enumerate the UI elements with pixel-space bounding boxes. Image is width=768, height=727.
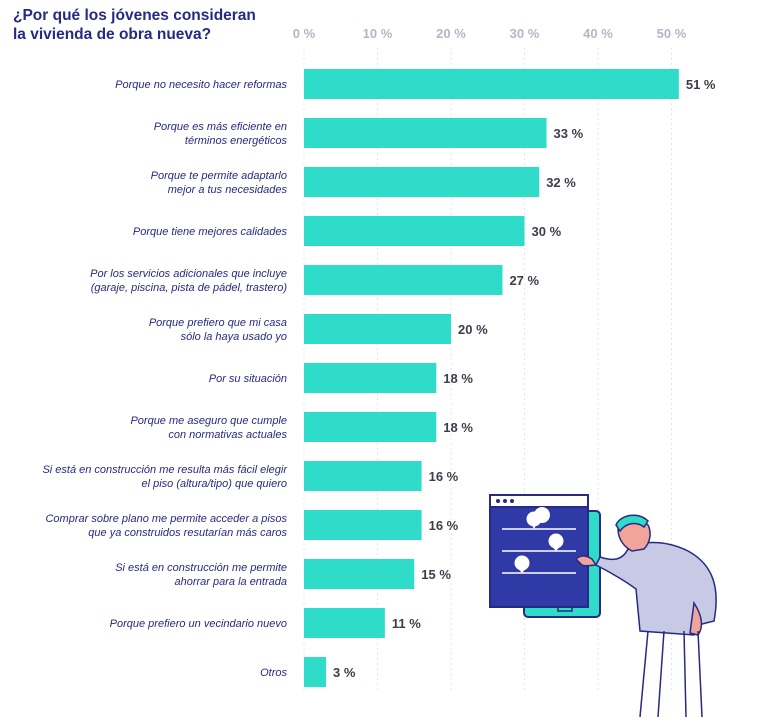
- category-label: Por los servicios adicionales que incluy…: [90, 268, 287, 280]
- category-label: Comprar sobre plano me permite acceder a…: [45, 513, 287, 525]
- chart-title-line-1: ¿Por qué los jóvenes consideran: [13, 7, 256, 24]
- category-label: Porque tiene mejores calidades: [133, 226, 288, 238]
- bar: [304, 314, 451, 344]
- value-label: 51 %: [686, 77, 716, 92]
- category-label: sólo la haya usado yo: [181, 331, 287, 343]
- value-label: 18 %: [443, 420, 473, 435]
- category-label: Porque prefiero un vecindario nuevo: [110, 618, 287, 630]
- bar: [304, 69, 679, 99]
- category-label: Porque te permite adaptarlo: [151, 170, 287, 182]
- value-label: 33 %: [554, 126, 584, 141]
- chart-title-line-2: la vivienda de obra nueva?: [13, 26, 212, 43]
- bar: [304, 118, 547, 148]
- x-tick-label: 20 %: [436, 26, 466, 41]
- bar: [304, 216, 525, 246]
- category-label: términos energéticos: [185, 135, 288, 147]
- value-label: 20 %: [458, 322, 488, 337]
- x-tick-label: 10 %: [363, 26, 393, 41]
- category-label: Otros: [260, 667, 287, 679]
- value-label: 16 %: [429, 469, 459, 484]
- x-tick-label: 0 %: [293, 26, 316, 41]
- category-label: Por su situación: [209, 373, 287, 385]
- value-label: 30 %: [532, 224, 562, 239]
- bar: [304, 608, 385, 638]
- x-tick-label: 50 %: [657, 26, 687, 41]
- bar: [304, 461, 422, 491]
- value-label: 15 %: [421, 567, 451, 582]
- x-tick-label: 40 %: [583, 26, 613, 41]
- category-label: mejor a tus necesidades: [168, 184, 288, 196]
- category-label: Porque me aseguro que cumple: [130, 415, 287, 427]
- category-label: Porque no necesito hacer reformas: [115, 79, 287, 91]
- value-label: 11 %: [392, 616, 421, 631]
- value-label: 3 %: [333, 665, 356, 680]
- category-label: que ya construidos resutarían más caros: [88, 527, 287, 539]
- bar: [304, 510, 422, 540]
- value-label: 18 %: [443, 371, 473, 386]
- category-label: con normativas actuales: [168, 429, 287, 441]
- category-label: Si está en construcción me resulta más f…: [42, 464, 288, 476]
- category-label: Porque prefiero que mi casa: [149, 317, 287, 329]
- x-tick-label: 30 %: [510, 26, 540, 41]
- bar: [304, 265, 503, 295]
- value-label: 27 %: [509, 273, 539, 288]
- category-label: Si está en construcción me permite: [115, 562, 287, 574]
- category-label: (garaje, piscina, pista de pádel, traste…: [91, 282, 288, 294]
- bar: [304, 657, 327, 687]
- category-label: Porque es más eficiente en: [154, 121, 287, 133]
- category-label: el piso (altura/tipo) que quiero: [141, 478, 287, 490]
- person-illustration: [489, 494, 717, 718]
- value-label: 16 %: [429, 518, 459, 533]
- chart-title: ¿Por qué los jóvenes consideran la vivie…: [13, 6, 273, 44]
- bar: [304, 363, 437, 393]
- bar: [304, 167, 540, 197]
- category-label: ahorrar para la entrada: [174, 576, 287, 588]
- bar: [304, 559, 415, 589]
- value-label: 32 %: [546, 175, 576, 190]
- bar: [304, 412, 437, 442]
